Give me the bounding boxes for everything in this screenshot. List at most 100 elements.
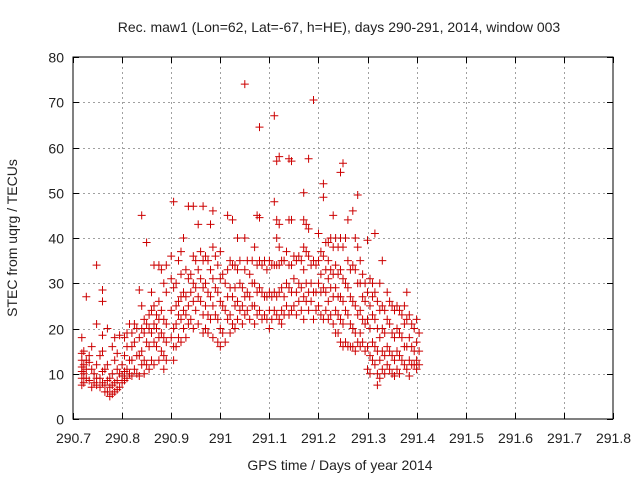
- data-point: [294, 297, 303, 306]
- data-point: [162, 320, 171, 328]
- data-point: [375, 279, 384, 288]
- data-point: [137, 301, 146, 310]
- data-point: [289, 274, 298, 283]
- data-point: [255, 306, 264, 315]
- data-point: [250, 320, 259, 328]
- data-point: [120, 351, 129, 360]
- data-point: [258, 261, 266, 270]
- y-tick-label: 80: [48, 50, 64, 66]
- x-tick-label: 291: [209, 430, 233, 446]
- data-point: [145, 342, 154, 351]
- data-point: [393, 347, 401, 356]
- data-point: [79, 347, 88, 356]
- data-point: [85, 358, 94, 367]
- data-point: [321, 306, 330, 315]
- data-point: [204, 310, 212, 319]
- data-point: [366, 301, 374, 310]
- data-point: [316, 310, 325, 319]
- data-point: [174, 333, 183, 342]
- data-point: [343, 310, 352, 319]
- data-point: [228, 215, 237, 224]
- data-point: [189, 252, 198, 261]
- data-point: [255, 213, 264, 222]
- data-point: [123, 374, 131, 383]
- data-point: [397, 356, 406, 365]
- data-point: [336, 265, 345, 274]
- data-point: [179, 324, 188, 333]
- data-point: [307, 279, 316, 288]
- data-point: [145, 324, 154, 333]
- data-point: [331, 283, 340, 292]
- data-point: [243, 306, 252, 315]
- data-point: [319, 193, 328, 202]
- data-point: [287, 157, 296, 166]
- y-tick-label: 50: [48, 186, 64, 202]
- data-point: [348, 324, 357, 333]
- data-point: [231, 261, 239, 270]
- data-point: [201, 301, 210, 310]
- data-point: [312, 306, 320, 315]
- data-point: [142, 238, 151, 247]
- data-point: [218, 301, 227, 310]
- data-point: [415, 360, 424, 369]
- data-point: [341, 279, 350, 288]
- data-point: [370, 288, 379, 297]
- data-point: [98, 286, 107, 294]
- data-point: [329, 211, 338, 220]
- data-point: [206, 220, 215, 229]
- data-point: [275, 315, 284, 324]
- data-point: [334, 329, 343, 337]
- data-point: [383, 342, 392, 351]
- data-point: [194, 265, 203, 274]
- data-point: [130, 338, 139, 347]
- data-point: [385, 320, 394, 328]
- data-point: [191, 283, 200, 292]
- data-point: [172, 279, 181, 288]
- data-point: [262, 265, 271, 274]
- data-point: [289, 301, 298, 310]
- data-point: [287, 215, 296, 224]
- data-point: [378, 301, 387, 310]
- data-point: [142, 360, 151, 369]
- data-point: [150, 360, 158, 369]
- data-point: [159, 279, 168, 288]
- data-point: [304, 224, 313, 233]
- data-point: [415, 347, 424, 356]
- data-point: [169, 356, 178, 365]
- data-point: [312, 261, 320, 270]
- data-point: [162, 356, 171, 365]
- data-point: [189, 297, 198, 306]
- data-point: [140, 356, 149, 365]
- data-point: [208, 301, 217, 310]
- data-point: [297, 256, 306, 265]
- data-point: [238, 283, 247, 292]
- data-point: [216, 342, 225, 351]
- data-point: [159, 351, 168, 360]
- data-point: [348, 342, 357, 351]
- data-point: [87, 365, 96, 374]
- data-point: [157, 306, 166, 315]
- data-point: [375, 374, 384, 383]
- data-point: [294, 252, 303, 261]
- data-point: [402, 365, 411, 374]
- data-point: [343, 256, 352, 265]
- data-point: [368, 338, 377, 347]
- data-point: [98, 331, 107, 340]
- data-point: [177, 338, 185, 347]
- data-point: [383, 288, 392, 297]
- data-point: [206, 265, 215, 274]
- data-point: [208, 274, 217, 283]
- data-point: [319, 283, 328, 292]
- data-point: [223, 265, 232, 274]
- data-point: [265, 256, 274, 265]
- data-point: [339, 243, 347, 252]
- data-point: [157, 329, 166, 337]
- data-point: [79, 360, 88, 369]
- data-point: [348, 206, 357, 215]
- data-point: [275, 152, 284, 161]
- data-point: [194, 320, 203, 328]
- data-point: [199, 283, 208, 292]
- data-point: [331, 261, 340, 270]
- data-point: [275, 288, 284, 297]
- data-point: [235, 306, 244, 315]
